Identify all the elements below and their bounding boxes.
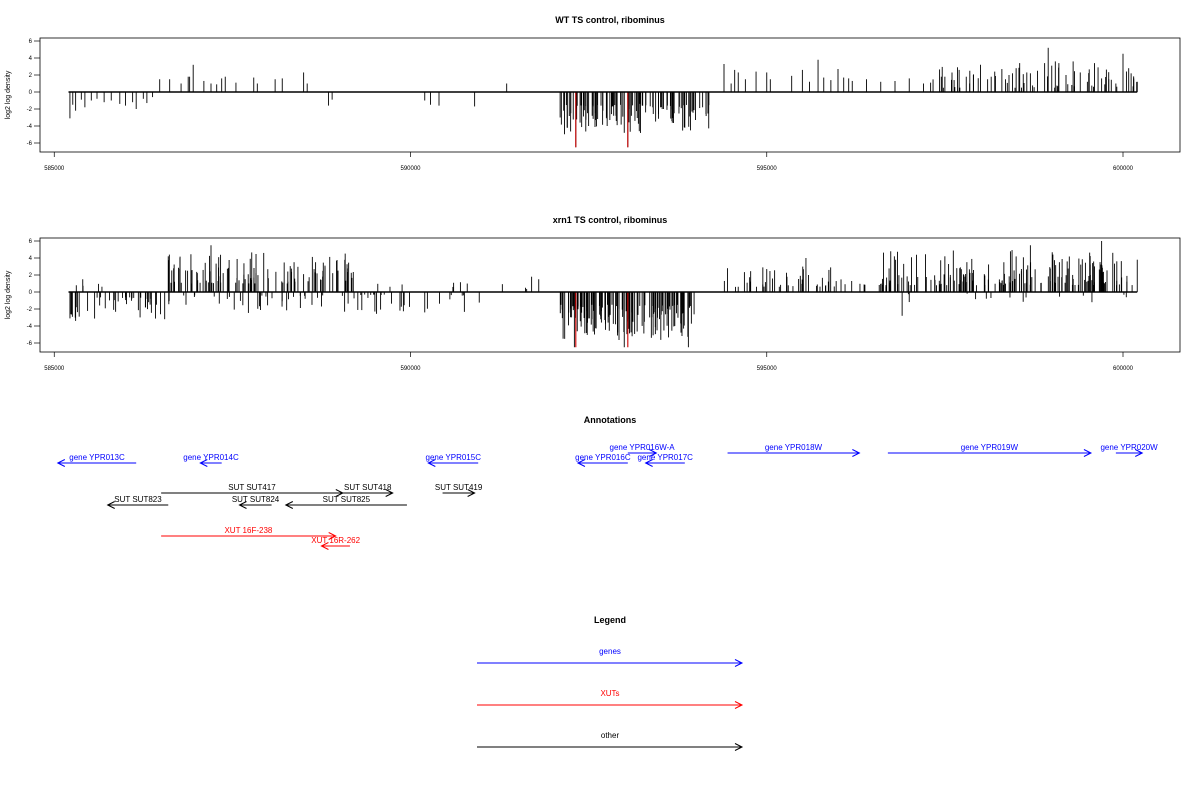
annotation-arrow-sut-sut823 bbox=[106, 501, 169, 509]
xrn1-y-axis: -6 -4 -2 0 2 4 6 bbox=[27, 239, 40, 347]
xrn1-x-tick-label: 590000 bbox=[400, 366, 421, 372]
annotation-label-gene-ypr013c: gene YPR013C bbox=[69, 453, 125, 462]
annotation-arrow-sut-sut419 bbox=[442, 489, 476, 497]
annotation-arrow-sut-sut825 bbox=[284, 501, 407, 509]
wt-x-tick-label: 585000 bbox=[44, 166, 65, 172]
annotation-arrow-gene-ypr014c bbox=[199, 459, 222, 467]
annotation-label-gene-ypr017c: gene YPR017C bbox=[637, 453, 693, 462]
legend-items: genes XUTs other bbox=[477, 647, 744, 751]
wt-y-tick-label: 6 bbox=[29, 39, 33, 45]
annotation-arrow-xut-16f-238 bbox=[161, 532, 337, 540]
wt-y-tick-label: 2 bbox=[29, 73, 33, 79]
annotation-label-sut-sut823: SUT SUT823 bbox=[114, 495, 162, 504]
annotation-arrow-sut-sut418 bbox=[342, 489, 394, 497]
xrn1-y-tick-label: -4 bbox=[27, 324, 33, 330]
wt-y-tick-label: 0 bbox=[29, 90, 33, 96]
legend-label-other: other bbox=[601, 731, 620, 740]
annotation-label-xut-16r-262: XUT 16R-262 bbox=[311, 536, 360, 545]
xrn1-y-tick-label: 6 bbox=[29, 239, 33, 245]
legend-arrow-other bbox=[477, 743, 744, 751]
legend: Legend genes XUTs other bbox=[477, 615, 744, 751]
annotation-arrow-gene-ypr016c bbox=[576, 459, 628, 467]
wt-highlighted-bars bbox=[575, 92, 629, 148]
annotation-label-sut-sut417: SUT SUT417 bbox=[228, 483, 276, 492]
wt-x-axis: 585000 590000 595000 600000 bbox=[44, 152, 1134, 172]
legend-title: Legend bbox=[594, 615, 626, 625]
xrn1-y-axis-label: log2 log density bbox=[5, 270, 12, 319]
annotation-arrow-gene-ypr018w bbox=[727, 449, 861, 457]
annotation-arrow-gene-ypr017c bbox=[644, 459, 685, 467]
annotation-label-gene-ypr014c: gene YPR014C bbox=[183, 453, 239, 462]
annotation-label-sut-sut824: SUT SUT824 bbox=[232, 495, 280, 504]
annotation-arrow-gene-ypr019w bbox=[887, 449, 1093, 457]
annotation-label-sut-sut418: SUT SUT418 bbox=[344, 483, 392, 492]
annotations-track: Annotations gene YPR013C gene YPR014C gene… bbox=[56, 415, 1158, 550]
wt-plot-frame bbox=[39, 37, 1181, 153]
xrn1-panel-title: xrn1 TS control, ribominus bbox=[553, 215, 668, 225]
annotation-label-gene-ypr016c: gene YPR016C bbox=[575, 453, 631, 462]
annotation-items: gene YPR013C gene YPR014C gene YPR015C gene… bbox=[56, 443, 1158, 550]
wt-density-panel: WT TS control, ribominus log2 log densit… bbox=[5, 15, 1181, 172]
xrn1-x-tick-label: 600000 bbox=[1113, 366, 1134, 372]
wt-x-tick-label: 590000 bbox=[400, 166, 421, 172]
annotation-label-gene-ypr019w: gene YPR019W bbox=[961, 443, 1019, 452]
annotation-arrow-gene-ypr020w bbox=[1115, 449, 1144, 457]
legend-arrow-xuts bbox=[477, 701, 744, 709]
annotation-label-gene-ypr016w-a: gene YPR016W-A bbox=[610, 443, 676, 452]
xrn1-y-tick-label: 4 bbox=[29, 256, 33, 262]
xrn1-density-bars bbox=[69, 241, 1138, 348]
wt-x-tick-label: 595000 bbox=[757, 166, 778, 172]
annotation-arrow-gene-ypr016w-a bbox=[627, 449, 658, 457]
annotation-label-gene-ypr015c: gene YPR015C bbox=[426, 453, 482, 462]
wt-y-tick-label: -2 bbox=[27, 107, 33, 113]
annotation-label-gene-ypr018w: gene YPR018W bbox=[765, 443, 823, 452]
xrn1-y-tick-label: 0 bbox=[29, 290, 33, 296]
wt-y-axis: -6 -4 -2 0 2 4 6 bbox=[27, 39, 40, 147]
annotation-arrow-gene-ypr013c bbox=[56, 459, 137, 467]
wt-y-tick-label: -6 bbox=[27, 141, 33, 147]
xrn1-x-tick-label: 585000 bbox=[44, 366, 65, 372]
wt-panel-title: WT TS control, ribominus bbox=[555, 15, 665, 25]
xrn1-highlighted-bars bbox=[575, 292, 629, 348]
annotations-title: Annotations bbox=[584, 415, 637, 425]
wt-y-tick-label: 4 bbox=[29, 56, 33, 62]
xrn1-plot-frame bbox=[39, 237, 1181, 353]
xrn1-y-tick-label: -2 bbox=[27, 307, 33, 313]
legend-label-genes: genes bbox=[599, 647, 621, 656]
xrn1-y-tick-label: -6 bbox=[27, 341, 33, 347]
xrn1-x-axis: 585000 590000 595000 600000 bbox=[44, 352, 1134, 372]
wt-density-bars bbox=[69, 47, 1138, 148]
legend-label-xuts: XUTs bbox=[600, 689, 619, 698]
annotation-arrow-xut-16r-262 bbox=[320, 542, 350, 550]
annotation-label-sut-sut825: SUT SUT825 bbox=[323, 495, 371, 504]
annotation-label-sut-sut419: SUT SUT419 bbox=[435, 483, 483, 492]
xrn1-y-tick-label: 2 bbox=[29, 273, 33, 279]
wt-y-axis-label: log2 log density bbox=[5, 70, 12, 119]
annotation-arrow-gene-ypr015c bbox=[427, 459, 479, 467]
legend-arrow-genes bbox=[477, 659, 744, 667]
annotation-label-gene-ypr020w: gene YPR020W bbox=[1100, 443, 1158, 452]
wt-y-tick-label: -4 bbox=[27, 124, 33, 130]
xrn1-x-tick-label: 595000 bbox=[757, 366, 778, 372]
xrn1-density-panel: xrn1 TS control, ribominus log2 log dens… bbox=[5, 215, 1181, 372]
annotation-arrow-sut-sut824 bbox=[238, 501, 272, 509]
wt-x-tick-label: 600000 bbox=[1113, 166, 1134, 172]
annotation-label-xut-16f-238: XUT 16F-238 bbox=[224, 526, 272, 535]
